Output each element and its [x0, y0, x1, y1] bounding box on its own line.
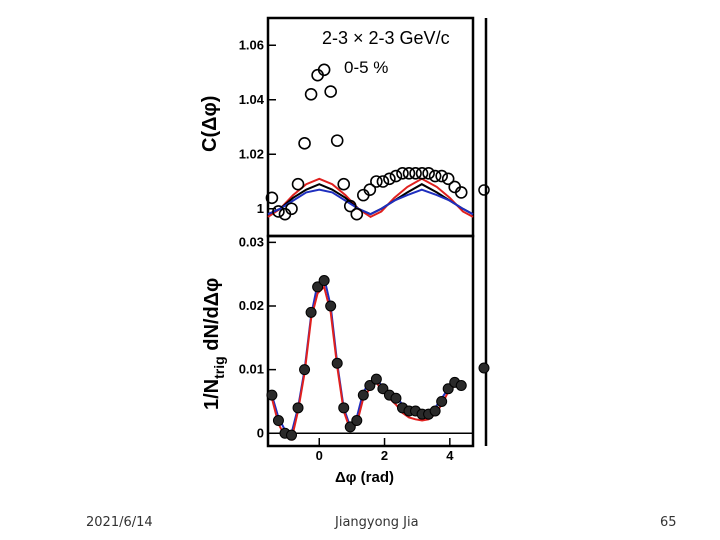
data-point: [436, 395, 448, 407]
data-point: [351, 415, 363, 427]
bottom-y-ticks: 0 0.01 0.02 0.03: [239, 234, 276, 440]
data-point: [330, 134, 344, 147]
data-point: [415, 167, 429, 180]
data-point: [338, 402, 350, 414]
data-point: [455, 380, 467, 392]
bottom-data-points: [266, 275, 467, 441]
data-point: [291, 177, 305, 191]
bottom-y-label-tail: dN/dΔφ: [201, 278, 223, 357]
data-point: [364, 380, 376, 392]
top-data-points: [265, 63, 468, 221]
data-point: [265, 191, 279, 205]
data-point: [435, 169, 448, 183]
data-point: [390, 392, 402, 404]
adjacent-panel-marker: [478, 184, 490, 196]
data-point: [298, 137, 311, 150]
y-tick-label: 0: [257, 425, 264, 440]
footer-date: 2021/6/14: [86, 515, 153, 530]
data-point: [363, 183, 377, 196]
x-tick-label: 2: [381, 448, 388, 463]
data-point: [305, 306, 317, 318]
data-point: [454, 186, 468, 199]
y-tick-label: 1.04: [239, 92, 265, 107]
data-point: [312, 281, 324, 293]
top-panel: 1 1.02 1.04 1.06 2-3 × 2-3 GeV/c 0-5 % C(Δφ…: [199, 16, 475, 238]
y-tick-label: 0.01: [239, 362, 264, 377]
footer-page-number: 65: [660, 515, 677, 530]
bottom-panel-frame: [266, 234, 475, 448]
data-point: [337, 177, 351, 191]
data-point: [317, 63, 331, 77]
data-point: [304, 88, 318, 101]
data-point: [422, 167, 435, 180]
bottom-y-label-main: 1/N: [201, 379, 223, 410]
data-point: [442, 383, 454, 395]
data-point: [370, 373, 382, 385]
bottom-panel: 0 0.01 0.02 0.03 0 2 4 1/Ntrig dN/dΔφ Δφ (rad…: [201, 234, 475, 486]
data-point: [331, 357, 343, 369]
data-point: [266, 389, 278, 401]
data-point: [344, 421, 356, 433]
data-point: [272, 415, 284, 427]
y-tick-label: 0.02: [239, 298, 264, 313]
top-chart-subtitle: 0-5 %: [344, 58, 388, 77]
top-panel-frame: [266, 16, 475, 238]
top-y-axis-label: C(Δφ): [199, 96, 221, 152]
data-point: [343, 199, 357, 213]
bottom-x-axis-label: Δφ (rad): [335, 469, 394, 486]
data-point: [357, 389, 369, 401]
bottom-x-ticks: 0 2 4: [316, 438, 454, 463]
data-point: [325, 300, 337, 312]
x-tick-label: 0: [316, 448, 323, 463]
bottom-y-label-sub: trig: [211, 356, 227, 379]
data-point: [292, 402, 304, 414]
data-point: [389, 169, 403, 183]
data-point: [383, 172, 396, 186]
y-tick-label: 0.03: [239, 234, 264, 249]
bottom-y-axis-label: 1/Ntrig dN/dΔφ: [201, 278, 227, 410]
top-chart-title: 2-3 × 2-3 GeV/c: [322, 28, 450, 48]
model-curve-line: [267, 188, 474, 216]
data-point: [441, 172, 455, 186]
data-point: [402, 167, 416, 180]
data-point: [409, 167, 422, 180]
data-point: [376, 175, 390, 188]
adjacent-panel-marker: [478, 362, 490, 374]
model-curve-line: [267, 183, 474, 216]
y-tick-label: 1: [257, 201, 264, 216]
data-point: [350, 207, 364, 221]
data-point: [272, 205, 285, 218]
data-point: [377, 383, 389, 395]
data-point: [396, 167, 409, 180]
data-point: [428, 169, 442, 183]
footer-author: Jiangyong Jia: [335, 515, 419, 530]
y-tick-label: 1.06: [239, 37, 264, 52]
data-point: [299, 364, 311, 376]
data-point: [429, 405, 441, 417]
data-point: [324, 85, 337, 98]
data-point: [285, 202, 298, 216]
data-point: [318, 275, 330, 287]
top-y-ticks: 1 1.02 1.04 1.06: [239, 37, 276, 216]
data-point: [286, 429, 298, 441]
y-tick-label: 1.02: [239, 146, 264, 161]
x-tick-label: 4: [446, 448, 454, 463]
data-point: [370, 175, 383, 188]
